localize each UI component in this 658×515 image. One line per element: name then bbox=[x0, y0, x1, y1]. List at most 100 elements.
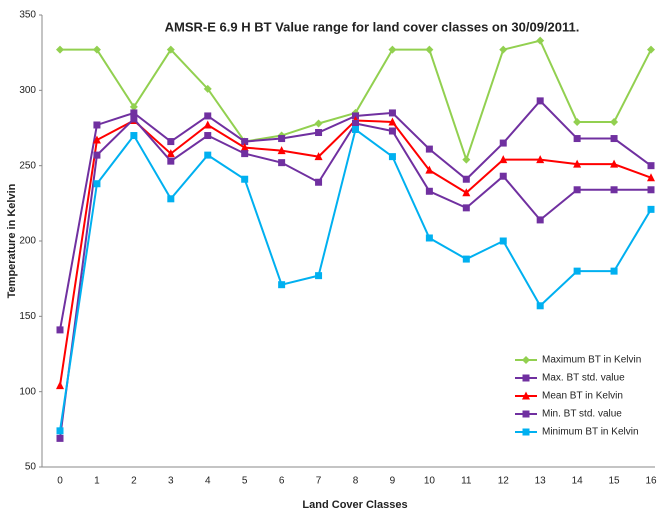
x-tick-label: 4 bbox=[205, 476, 211, 487]
marker bbox=[647, 205, 655, 213]
x-tick-label: 14 bbox=[572, 476, 584, 487]
x-tick-label: 1 bbox=[94, 476, 100, 487]
marker bbox=[610, 267, 618, 275]
x-tick-label: 6 bbox=[279, 476, 285, 487]
legend-marker bbox=[522, 356, 530, 364]
legend: Maximum BT in Kelvin Max. BT std. value Me… bbox=[515, 355, 641, 438]
marker bbox=[167, 195, 175, 203]
marker bbox=[462, 188, 471, 197]
marker bbox=[499, 139, 507, 147]
marker bbox=[647, 162, 655, 170]
marker bbox=[388, 117, 397, 126]
x-tick-label: 3 bbox=[168, 476, 174, 487]
marker bbox=[56, 381, 64, 390]
x-tick-label: 15 bbox=[609, 476, 621, 487]
marker bbox=[462, 204, 470, 212]
marker bbox=[93, 180, 101, 188]
marker bbox=[56, 427, 64, 435]
marker bbox=[314, 119, 323, 128]
marker bbox=[573, 267, 581, 275]
legend-label: Min. BT std. value bbox=[542, 409, 622, 420]
marker bbox=[352, 126, 359, 134]
marker bbox=[610, 159, 619, 168]
legend-marker bbox=[522, 391, 530, 400]
marker bbox=[93, 151, 101, 159]
y-tick-label: 100 bbox=[19, 386, 36, 397]
marker bbox=[129, 102, 138, 111]
marker bbox=[166, 149, 175, 158]
series-line bbox=[60, 39, 652, 163]
x-tick-label: 2 bbox=[131, 476, 137, 487]
marker bbox=[499, 45, 508, 54]
y-tick-label: 200 bbox=[19, 236, 36, 247]
marker bbox=[536, 36, 545, 45]
legend-label: Max. BT std. value bbox=[542, 373, 625, 384]
y-tick-label: 150 bbox=[19, 311, 36, 322]
marker bbox=[130, 132, 138, 140]
marker bbox=[425, 165, 434, 174]
marker bbox=[647, 186, 655, 194]
marker bbox=[315, 272, 323, 280]
x-tick-label: 0 bbox=[57, 476, 63, 487]
marker bbox=[425, 45, 434, 54]
marker bbox=[241, 138, 249, 146]
marker bbox=[278, 281, 286, 289]
marker bbox=[241, 150, 249, 158]
marker bbox=[315, 129, 323, 137]
x-axis-title: Land Cover Classes bbox=[302, 499, 407, 511]
x-tick-label: 13 bbox=[535, 476, 547, 487]
marker bbox=[462, 255, 470, 263]
marker bbox=[167, 157, 175, 165]
x-tick-label: 12 bbox=[498, 476, 510, 487]
legend-marker bbox=[522, 374, 530, 382]
marker bbox=[203, 84, 212, 93]
marker bbox=[130, 109, 138, 117]
marker bbox=[573, 159, 582, 168]
marker bbox=[499, 172, 507, 180]
y-tick-label: 300 bbox=[19, 85, 36, 96]
marker bbox=[425, 145, 433, 153]
marker bbox=[425, 234, 433, 242]
marker bbox=[167, 138, 175, 146]
marker bbox=[573, 186, 581, 194]
legend-label: Maximum BT in Kelvin bbox=[542, 355, 641, 366]
x-tick-label: 7 bbox=[316, 476, 322, 487]
y-tick-label: 350 bbox=[19, 10, 36, 21]
marker bbox=[278, 159, 286, 167]
marker bbox=[56, 326, 64, 334]
marker bbox=[388, 45, 397, 54]
marker bbox=[536, 155, 545, 164]
series-line bbox=[59, 127, 652, 431]
marker bbox=[610, 186, 618, 194]
y-tick-label: 250 bbox=[19, 160, 36, 171]
marker bbox=[166, 45, 175, 54]
x-tick-label: 8 bbox=[353, 476, 359, 487]
marker bbox=[277, 146, 286, 155]
marker bbox=[56, 45, 64, 54]
marker bbox=[315, 178, 323, 186]
marker bbox=[610, 135, 618, 143]
marker bbox=[240, 143, 249, 152]
y-axis-title: Temperature in Kelvin bbox=[6, 183, 18, 298]
marker bbox=[499, 155, 508, 164]
legend-label: Minimum BT in Kelvin bbox=[542, 427, 639, 438]
y-tick-label: 50 bbox=[25, 462, 37, 473]
marker bbox=[204, 132, 212, 140]
marker bbox=[536, 97, 544, 105]
marker bbox=[241, 175, 249, 183]
marker bbox=[573, 135, 581, 143]
marker bbox=[204, 112, 212, 120]
legend-marker bbox=[522, 410, 530, 418]
marker bbox=[425, 187, 433, 195]
marker bbox=[573, 117, 582, 126]
marker bbox=[610, 117, 619, 126]
chart-title: AMSR-E 6.9 H BT Value range for land cov… bbox=[165, 19, 580, 34]
marker bbox=[204, 151, 212, 159]
marker bbox=[93, 121, 101, 129]
x-tick-label: 11 bbox=[461, 476, 472, 487]
marker bbox=[352, 112, 359, 120]
marker bbox=[278, 135, 286, 143]
marker bbox=[92, 45, 101, 54]
x-tick-label: 5 bbox=[242, 476, 248, 487]
